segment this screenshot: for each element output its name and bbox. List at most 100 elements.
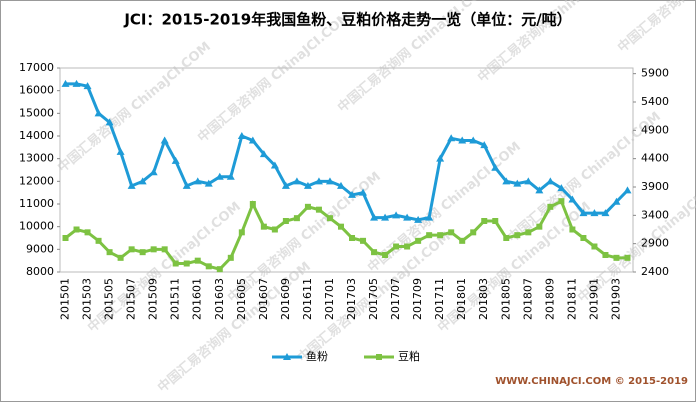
marker <box>447 134 456 142</box>
chart-title: JCI：2015-2019年我国鱼粉、豆粕价格走势一览（单位：元/吨） <box>123 11 571 29</box>
marker <box>459 237 466 244</box>
marker <box>270 161 279 169</box>
marker <box>525 229 532 236</box>
marker <box>336 181 345 189</box>
y-tick-label: 15000 <box>19 106 54 119</box>
marker <box>382 252 389 258</box>
y-tick-label: 10000 <box>19 220 54 233</box>
x-tick-label: 201803 <box>477 278 490 320</box>
marker <box>183 260 190 267</box>
marker <box>249 201 256 207</box>
marker <box>304 203 311 210</box>
marker <box>150 246 157 253</box>
marker <box>161 246 168 253</box>
marker <box>624 254 631 261</box>
x-tick-label: 201605 <box>235 278 248 320</box>
marker <box>480 141 489 149</box>
marker <box>293 215 300 222</box>
marker <box>370 213 379 221</box>
y2-tick-label: 4400 <box>641 152 669 165</box>
marker <box>326 215 333 222</box>
marker <box>601 209 610 217</box>
marker <box>524 177 533 185</box>
marker <box>414 215 423 223</box>
marker <box>315 206 322 213</box>
marker <box>458 136 467 144</box>
legend-label: 豆粕 <box>398 349 420 363</box>
marker <box>623 186 632 194</box>
x-tick-label: 201903 <box>609 278 622 320</box>
marker <box>558 198 565 205</box>
x-tick-label: 201807 <box>521 278 534 320</box>
marker <box>281 181 290 189</box>
plot-area <box>59 67 634 273</box>
marker <box>579 209 588 217</box>
marker <box>481 218 488 224</box>
marker <box>105 118 114 126</box>
line <box>65 82 629 222</box>
y-tick-label: 16000 <box>19 84 54 97</box>
marker <box>303 181 312 189</box>
marker <box>116 147 125 155</box>
marker <box>282 218 289 224</box>
y2-tick-label: 3400 <box>641 208 669 221</box>
x-tick-label: 201709 <box>411 278 424 320</box>
marker <box>492 218 499 224</box>
marker <box>271 226 278 233</box>
x-tick-label: 201603 <box>213 278 226 320</box>
marker <box>62 235 69 241</box>
marker <box>403 213 412 221</box>
x-tick-label: 201501 <box>59 278 72 320</box>
x-tick-label: 201509 <box>147 278 160 320</box>
marker <box>72 79 81 87</box>
marker <box>437 232 444 239</box>
marker <box>237 132 246 139</box>
x-tick-label: 201611 <box>301 278 314 320</box>
marker <box>547 203 554 210</box>
x-tick-label: 201805 <box>499 278 512 320</box>
marker <box>138 177 147 185</box>
marker <box>139 249 146 256</box>
marker <box>602 252 609 258</box>
legend-label: 鱼粉 <box>306 349 328 363</box>
marker <box>215 172 224 180</box>
marker <box>469 136 478 144</box>
marker <box>337 223 344 230</box>
y2-tick-label: 4900 <box>641 123 669 136</box>
y2-tick-label: 5900 <box>641 67 669 80</box>
marker <box>359 188 368 196</box>
legend-marker <box>376 354 382 360</box>
marker <box>61 79 70 87</box>
y2-tick-label: 2400 <box>641 265 669 278</box>
marker <box>259 150 268 158</box>
x-tick-label: 201511 <box>169 278 182 320</box>
marker <box>513 179 522 187</box>
marker <box>436 154 445 162</box>
marker <box>73 226 80 233</box>
marker <box>292 177 301 185</box>
marker <box>314 177 323 185</box>
y2-tick-label: 3900 <box>641 180 669 193</box>
marker <box>546 177 555 185</box>
y2-tick-label: 5400 <box>641 95 669 108</box>
marker <box>591 243 598 250</box>
marker <box>95 237 102 244</box>
marker <box>568 195 577 203</box>
marker <box>128 246 135 253</box>
marker <box>171 156 180 164</box>
marker <box>260 223 267 230</box>
legend-marker <box>283 353 291 360</box>
marker <box>371 249 378 256</box>
y-tick-label: 17000 <box>19 61 54 74</box>
x-tick-label: 201507 <box>125 278 138 320</box>
x-tick-label: 201703 <box>345 278 358 320</box>
x-tick-label: 201609 <box>279 278 292 320</box>
line <box>64 199 628 271</box>
x-tick-label: 201505 <box>103 278 116 320</box>
marker <box>470 229 477 236</box>
marker <box>160 136 169 144</box>
marker <box>392 211 401 219</box>
y-tick-label: 14000 <box>19 129 54 142</box>
x-tick-label: 201701 <box>323 278 336 320</box>
marker <box>590 209 599 217</box>
